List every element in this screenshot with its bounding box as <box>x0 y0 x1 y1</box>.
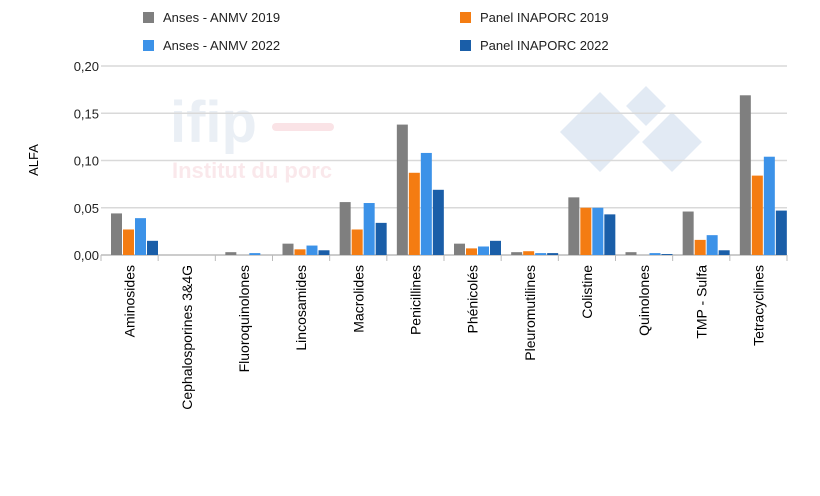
x-tick-label: Aminosides <box>122 265 138 337</box>
x-tick-label: Fluoroquinolones <box>236 265 252 372</box>
bar-anses-anmv-2019-9 <box>625 252 637 255</box>
bar-anses-anmv-2019-0 <box>111 213 122 255</box>
bar-anses-anmv-2019-8 <box>568 197 580 255</box>
bar-panel-inaporc-2022-4 <box>375 222 387 255</box>
bar-anses-anmv-2019-10 <box>682 211 694 255</box>
x-tick-label: Colistine <box>579 265 595 319</box>
legend-swatch <box>460 12 471 23</box>
bar-panel-inaporc-2022-3 <box>318 250 330 255</box>
x-tick-label: Lincosamides <box>293 265 309 351</box>
bar-panel-inaporc-2022-5 <box>432 189 444 255</box>
bar-panel-inaporc-2022-6 <box>490 240 501 255</box>
legend-swatch <box>460 40 471 51</box>
y-tick-label: 0,20 <box>74 59 99 74</box>
bar-anses-anmv-2019-11 <box>739 95 751 255</box>
bar-anses-anmv-2022-3 <box>306 245 318 255</box>
bar-anses-anmv-2022-5 <box>420 152 432 255</box>
bar-panel-inaporc-2019-7 <box>523 251 535 255</box>
bar-anses-anmv-2022-9 <box>649 253 661 255</box>
y-tick-label: 0,15 <box>74 106 99 121</box>
watermark-dash <box>272 123 334 131</box>
bar-panel-inaporc-2019-0 <box>123 229 134 255</box>
bar-anses-anmv-2022-8 <box>592 207 604 255</box>
bar-anses-anmv-2019-7 <box>511 252 523 255</box>
bar-anses-anmv-2022-6 <box>478 246 489 255</box>
watermark: ifip Institut du porc <box>170 86 702 183</box>
bar-panel-inaporc-2022-10 <box>718 250 730 255</box>
bar-panel-inaporc-2019-5 <box>408 172 420 255</box>
bar-panel-inaporc-2019-6 <box>466 248 477 255</box>
watermark-logo: ifip <box>170 90 257 155</box>
x-tick-label: Tetracyclines <box>750 265 766 346</box>
bar-panel-inaporc-2019-4 <box>351 229 363 255</box>
legend-label: Anses - ANMV 2022 <box>163 38 280 53</box>
bar-anses-anmv-2019-2 <box>225 252 237 255</box>
bar-panel-inaporc-2022-0 <box>147 240 158 255</box>
bar-anses-anmv-2022-10 <box>706 235 718 255</box>
y-tick-label: 0,05 <box>74 201 99 216</box>
bar-panel-inaporc-2022-7 <box>547 253 559 255</box>
x-tick-label: Cephalosporines 3&4G <box>179 265 195 410</box>
x-tick-label: Pleuromutilines <box>522 265 538 361</box>
bar-panel-inaporc-2022-9 <box>661 254 673 255</box>
bar-anses-anmv-2022-0 <box>135 218 146 255</box>
watermark-badge <box>560 86 702 172</box>
y-tick-label: 0,10 <box>74 154 99 169</box>
bar-anses-anmv-2022-11 <box>763 156 775 255</box>
bar-anses-anmv-2019-5 <box>396 124 408 255</box>
bar-panel-inaporc-2019-10 <box>694 239 706 255</box>
y-tick-label: 0,00 <box>74 248 99 263</box>
x-tick-label: Penicillines <box>407 265 423 335</box>
bar-panel-inaporc-2022-11 <box>775 210 787 255</box>
legend-item: Panel INAPORC 2019 <box>460 10 609 25</box>
bar-anses-anmv-2022-4 <box>363 203 375 255</box>
bar-panel-inaporc-2019-8 <box>580 207 592 255</box>
y-axis-label: ALFA <box>26 144 41 176</box>
x-tick-label: Phénicolés <box>465 265 481 334</box>
legend-swatch <box>143 12 154 23</box>
legend-swatch <box>143 40 154 51</box>
bar-panel-inaporc-2019-3 <box>294 249 306 255</box>
legend-label: Panel INAPORC 2019 <box>480 10 609 25</box>
x-tick-label: Quinolones <box>636 265 652 336</box>
legend-item: Anses - ANMV 2019 <box>143 10 280 25</box>
legend-label: Panel INAPORC 2022 <box>480 38 609 53</box>
bar-anses-anmv-2019-4 <box>339 202 351 255</box>
x-tick-label: TMP - Sulfa <box>693 265 709 339</box>
bar-panel-inaporc-2022-8 <box>604 214 616 255</box>
x-tick-label: Macrolides <box>350 265 366 333</box>
bar-anses-anmv-2022-7 <box>535 253 547 255</box>
legend-item: Anses - ANMV 2022 <box>143 38 280 53</box>
legend-item: Panel INAPORC 2022 <box>460 38 609 53</box>
bar-anses-anmv-2019-3 <box>282 243 294 255</box>
bar-panel-inaporc-2019-11 <box>751 175 763 255</box>
watermark-tagline: Institut du porc <box>172 158 332 183</box>
bar-anses-anmv-2022-2 <box>249 253 261 255</box>
bar-anses-anmv-2019-6 <box>454 243 465 255</box>
legend-label: Anses - ANMV 2019 <box>163 10 280 25</box>
